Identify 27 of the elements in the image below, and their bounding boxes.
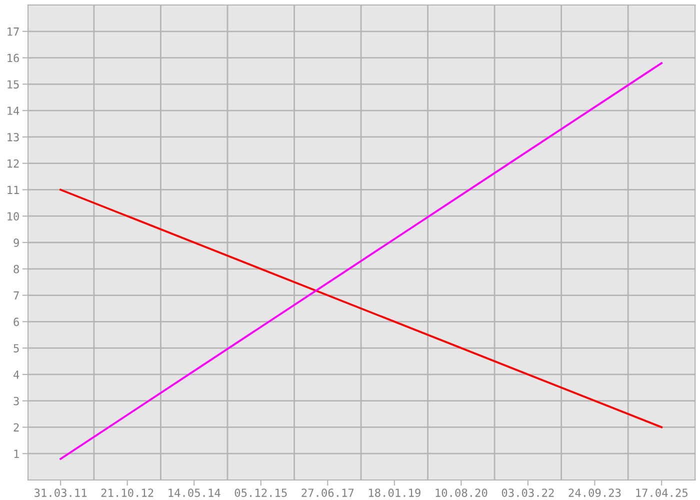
y-tick-label: 14 (8, 106, 20, 115)
y-tick-label: 4 (14, 370, 20, 379)
x-tick-label: 05.12.15 (234, 488, 287, 497)
y-tick-label: 16 (8, 54, 19, 62)
y-tick-label: 8 (14, 264, 19, 274)
y-tick-label: 9 (14, 238, 19, 247)
y-tick-label: 3 (14, 396, 19, 406)
x-tick-label: 03.03.22 (502, 488, 554, 497)
y-tick-label: 2 (14, 423, 19, 432)
y-tick-label: 17 (8, 28, 19, 36)
x-tick-label: 10.08.20 (436, 488, 488, 497)
y-tick-label: 11 (8, 186, 19, 194)
y-tick-label: 5 (14, 344, 19, 352)
x-tick-label: 24.09.23 (568, 488, 621, 497)
y-tick-label: 1 (14, 450, 19, 458)
y-tick-label: 15 (8, 80, 19, 89)
y-tick-label: 12 (8, 159, 19, 168)
y-tick-label: 13 (8, 132, 19, 142)
x-tick-label: 27.06.17 (302, 488, 354, 497)
y-tick-label: 6 (14, 318, 19, 326)
x-tick-label: 21.10.12 (101, 488, 154, 497)
x-tick-label: 31.03.11 (34, 488, 87, 497)
y-tick-label: 10 (8, 212, 19, 221)
x-tick-label: 17.04.25 (636, 488, 688, 497)
y-tick-label: 7 (14, 291, 19, 300)
x-tick-label: 18.01.19 (368, 488, 420, 497)
x-tick-label: 14.05.14 (168, 488, 220, 497)
